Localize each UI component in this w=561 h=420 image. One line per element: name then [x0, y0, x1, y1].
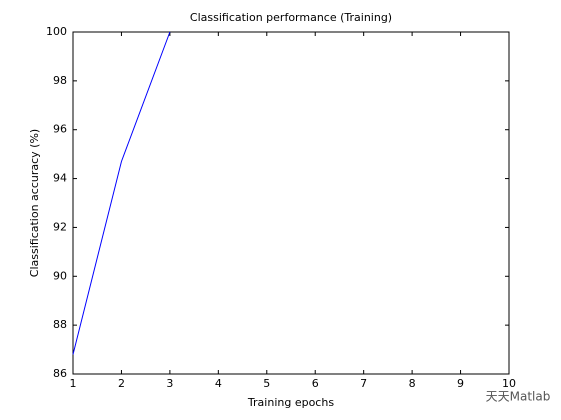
chart-title: Classification performance (Training)	[190, 11, 392, 24]
y-tick-label: 92	[53, 220, 67, 233]
x-tick-label: 10	[502, 377, 516, 390]
y-tick-label: 100	[46, 25, 67, 38]
x-tick-label: 8	[409, 377, 416, 390]
y-tick-label: 88	[53, 318, 67, 331]
x-tick-label: 3	[166, 377, 173, 390]
watermark: 天天Matlab	[486, 390, 551, 404]
axes-box	[72, 31, 510, 375]
y-tick-label: 96	[53, 123, 67, 136]
x-axis-label: Training epochs	[247, 396, 334, 409]
x-tick-label: 6	[312, 377, 319, 390]
x-tick-label: 9	[457, 377, 464, 390]
x-tick-label: 2	[118, 377, 125, 390]
y-tick-label: 86	[53, 367, 67, 380]
y-axis-label: Classification accuracy (%)	[28, 129, 41, 277]
x-tick-label: 4	[215, 377, 222, 390]
data-line	[72, 31, 171, 355]
x-tick-label: 5	[263, 377, 270, 390]
y-tick-label: 98	[53, 74, 67, 87]
y-tick-label: 90	[53, 269, 67, 282]
y-tick-label: 94	[53, 172, 67, 185]
x-tick-label: 1	[70, 377, 77, 390]
x-tick-label: 7	[360, 377, 367, 390]
